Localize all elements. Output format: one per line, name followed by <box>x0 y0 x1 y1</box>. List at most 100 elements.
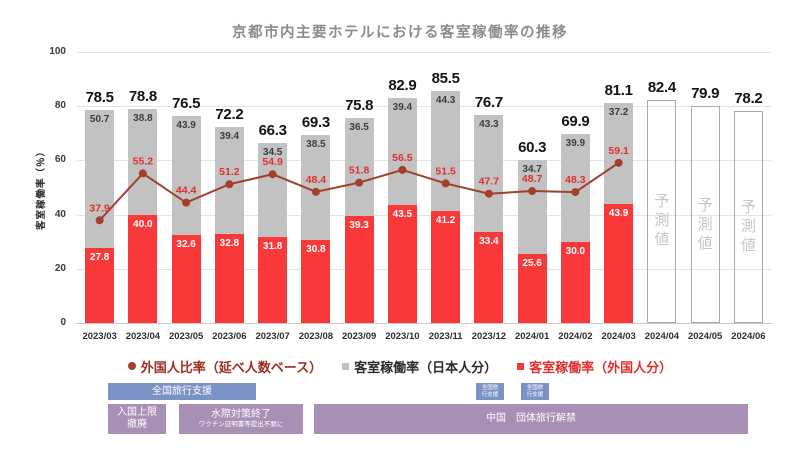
legend-label: 客室稼働率（外国人分） <box>529 359 673 375</box>
x-tick-label: 2023/08 <box>298 331 334 342</box>
bar-segment-foreign <box>517 253 547 323</box>
segment-label-japanese: 44.3 <box>435 95 456 107</box>
bar-segment-japanese <box>431 91 461 212</box>
y-tick-label: 20 <box>54 262 66 274</box>
bar-segment-japanese <box>85 110 115 248</box>
annotation-travel-support-0: 全国旅行支援 <box>108 383 256 400</box>
bar-segment-japanese <box>474 115 504 233</box>
bar-segment-foreign <box>604 204 634 323</box>
bar-total-label: 79.9 <box>691 85 720 103</box>
bar-total-label: 72.2 <box>215 106 244 124</box>
segment-label-foreign: 41.2 <box>435 215 456 227</box>
legend-item-1: 客室稼働率（日本人分） <box>342 357 497 376</box>
bar-segment-japanese <box>128 109 158 215</box>
x-tick-label: 2024/05 <box>687 331 723 342</box>
x-axis-line <box>76 323 772 324</box>
annotation-label: 全国旅行支援 <box>152 385 212 397</box>
x-tick-label: 2023/06 <box>212 331 247 342</box>
segment-label-foreign: 43.5 <box>392 209 413 221</box>
bar-total-label: 76.5 <box>172 94 201 112</box>
annotation-border-policy-1: 水際対策終了 ワクチン証明書等提出不要に <box>179 404 303 434</box>
y-tick-label: 80 <box>54 100 66 112</box>
segment-label-japanese: 37.2 <box>608 107 629 119</box>
segment-label-foreign: 33.4 <box>479 236 499 248</box>
segment-label-japanese: 39.9 <box>565 137 586 149</box>
segment-label-japanese: 38.8 <box>133 113 153 125</box>
forecast-value-label: 予 測 値 <box>740 199 756 255</box>
bar-segment-japanese <box>301 135 331 240</box>
segment-label-foreign: 31.8 <box>262 240 283 252</box>
segment-label-japanese: 43.9 <box>176 119 196 131</box>
annotation-label: 入国上限 撤廃 <box>117 407 157 430</box>
annotation-label: 水際対策終了 <box>211 409 271 420</box>
forecast-bar <box>733 111 763 323</box>
y-tick-label: 100 <box>49 46 66 57</box>
x-tick-label: 2024/02 <box>558 331 593 342</box>
segment-label-foreign: 32.8 <box>219 238 240 250</box>
annotation-border-policy-0: 入国上限 撤廃 <box>108 404 166 434</box>
gridline <box>76 268 772 270</box>
x-tick-label: 2023/11 <box>428 331 463 342</box>
bar-segment-foreign <box>128 214 158 323</box>
bar-total-label: 82.4 <box>647 78 676 96</box>
bar-segment-japanese <box>604 103 634 205</box>
x-tick-label: 2023/10 <box>385 331 420 342</box>
x-tick-label: 2023/09 <box>341 331 377 342</box>
bar-total-label: 60.3 <box>518 138 547 156</box>
segment-label-foreign: 32.6 <box>176 238 196 250</box>
chart-title: 京都市内主要ホテルにおける客室稼働率の推移 <box>232 25 568 41</box>
annotation-label: 全国旅 行支援 <box>526 385 544 398</box>
bar-segment-foreign <box>85 247 115 323</box>
bar-total-label: 76.7 <box>474 94 503 112</box>
segment-label-japanese: 50.7 <box>89 114 110 126</box>
segment-label-japanese: 43.3 <box>479 119 499 131</box>
bar-segment-japanese <box>214 127 244 235</box>
bar-total-label: 85.5 <box>431 70 460 88</box>
bar-segment-japanese <box>387 98 417 206</box>
y-tick-label: 40 <box>54 208 66 220</box>
bar-segment-foreign <box>171 234 201 323</box>
annotation-travel-support-2: 全国旅 行支援 <box>521 383 549 400</box>
segment-label-foreign: 25.6 <box>522 257 542 269</box>
segment-label-japanese: 34.5 <box>262 147 283 159</box>
bar-segment-foreign <box>474 232 504 323</box>
y-tick-label: 60 <box>54 154 66 166</box>
legend-label: 客室稼働率（日本人分） <box>354 359 498 375</box>
segment-label-foreign: 30.8 <box>306 243 326 255</box>
bar-total-label: 69.9 <box>561 112 590 130</box>
x-tick-label: 2023/07 <box>255 331 290 342</box>
segment-label-foreign: 40.0 <box>133 218 153 230</box>
bar-segment-japanese <box>560 133 590 242</box>
forecast-bar <box>647 99 677 323</box>
annotation-sublabel: ワクチン証明書等提出不要に <box>198 421 284 428</box>
bar-total-label: 78.8 <box>128 88 157 106</box>
segment-label-foreign: 39.3 <box>349 220 369 232</box>
forecast-value-label: 予 測 値 <box>697 196 713 252</box>
x-tick-label: 2023/03 <box>82 331 117 342</box>
square-marker-icon <box>517 362 525 370</box>
segment-label-japanese: 36.5 <box>349 121 369 133</box>
annotation-label: 全国旅 行支援 <box>481 385 499 398</box>
bar-segment-foreign <box>344 216 374 323</box>
gridline <box>76 160 772 162</box>
bar-total-label: 82.9 <box>388 77 417 95</box>
bar-segment-foreign <box>301 239 331 323</box>
bar-total-label: 78.5 <box>85 89 114 107</box>
forecast-bar <box>690 106 720 323</box>
bar-total-label: 66.3 <box>258 122 287 140</box>
y-tick-label: 0 <box>60 317 66 328</box>
annotation-label: 中国 団体旅行解禁 <box>486 413 576 424</box>
bar-segment-foreign <box>560 241 590 323</box>
segment-label-foreign: 30.0 <box>565 245 586 257</box>
bar-segment-foreign <box>431 211 461 323</box>
segment-label-japanese: 34.7 <box>522 163 542 175</box>
segment-label-japanese: 39.4 <box>392 102 413 114</box>
x-tick-label: 2023/05 <box>168 331 204 342</box>
legend: 外国人比率（延べ人数ベース） 客室稼働率（日本人分） 客室稼働率（外国人分） <box>0 356 800 376</box>
square-marker-icon <box>342 362 350 370</box>
legend-label: 外国人比率（延べ人数ベース） <box>140 359 323 375</box>
bar-total-label: 78.2 <box>734 90 763 108</box>
segment-label-foreign: 27.8 <box>89 251 110 263</box>
segment-label-japanese: 39.4 <box>219 131 240 143</box>
